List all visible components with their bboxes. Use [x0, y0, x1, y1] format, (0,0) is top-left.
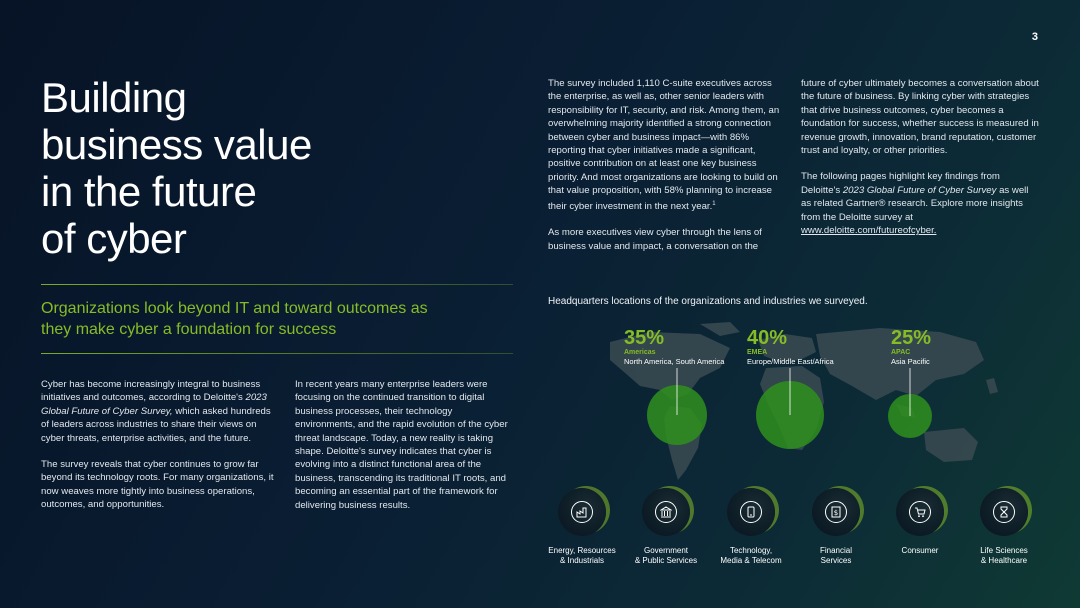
- cart-icon: [909, 501, 931, 523]
- industry-consumer: Consumer: [875, 488, 965, 556]
- map-heading: Headquarters locations of the organizati…: [548, 296, 868, 307]
- body-column-right-2: future of cyber ultimately becomes a con…: [801, 77, 1041, 250]
- government-icon: [655, 501, 677, 523]
- industry-label: & Public Services: [634, 556, 698, 565]
- region-desc: Europe/Middle East/Africa: [747, 357, 834, 366]
- industry-government: Government & Public Services: [621, 488, 711, 566]
- paragraph: The survey reveals that cyber continues …: [41, 459, 274, 511]
- industry-label: & Healthcare: [980, 556, 1028, 565]
- page-number: 3: [1031, 31, 1038, 43]
- industry-financial: $ Financial Services: [791, 488, 881, 566]
- paragraph: Cyber has become increasingly integral t…: [41, 379, 271, 444]
- region-apac: 25% APAC Asia Pacific: [891, 328, 931, 367]
- financial-icon: $: [825, 501, 847, 523]
- svg-text:$: $: [834, 509, 838, 517]
- region-percent: 25%: [891, 327, 932, 349]
- body-column-middle: In recent years many enterprise leaders …: [295, 378, 509, 525]
- industry-label: Financial: [819, 546, 852, 555]
- region-emea: 40% EMEA Europe/Middle East/Africa: [747, 328, 834, 367]
- region-desc: Asia Pacific: [891, 357, 930, 366]
- region-name: APAC: [891, 349, 911, 356]
- paragraph: The following pages highlight key findin…: [801, 171, 1029, 237]
- region-percent: 35%: [624, 327, 665, 349]
- industry-label: Technology,: [729, 546, 773, 555]
- world-map: 35% Americas North America, South Americ…: [580, 320, 1040, 495]
- region-percent: 40%: [747, 327, 788, 349]
- paragraph: As more executives view cyber through th…: [548, 227, 762, 252]
- industry-technology: Technology, Media & Telecom: [706, 488, 796, 566]
- title-line: Building: [41, 74, 187, 121]
- industry-label: Government: [643, 546, 689, 555]
- industry-label: & Industrials: [559, 556, 605, 565]
- page-title: Building business value in the future of…: [41, 74, 312, 262]
- paragraph: In recent years many enterprise leaders …: [295, 379, 508, 511]
- region-name: EMEA: [747, 349, 768, 356]
- industry-label: Consumer: [901, 546, 939, 555]
- technology-icon: [740, 501, 762, 523]
- industry-label: Life Sciences: [980, 546, 1028, 555]
- industry-icon: [571, 501, 593, 523]
- divider-bottom: [41, 353, 513, 354]
- survey-link[interactable]: www.deloitte.com/futureofcyber.: [801, 225, 937, 237]
- body-column-right-1: The survey included 1,110 C-suite execut…: [548, 77, 786, 266]
- industry-label: Energy, Resources: [548, 546, 616, 555]
- title-line: business value: [41, 121, 312, 168]
- body-column-left: Cyber has become increasingly integral t…: [41, 378, 277, 525]
- industry-label: Services: [820, 556, 852, 565]
- region-desc: North America, South America: [624, 357, 725, 366]
- divider-top: [41, 284, 513, 285]
- world-map-graphic: [610, 322, 998, 480]
- industry-life-sciences: Life Sciences & Healthcare: [959, 488, 1049, 566]
- industry-label: Media & Telecom: [720, 556, 782, 565]
- title-line: in the future: [41, 168, 257, 215]
- subtitle: Organizations look beyond IT and toward …: [41, 300, 428, 338]
- region-americas: 35% Americas North America, South Americ…: [624, 328, 724, 367]
- industry-energy: Energy, Resources & Industrials: [537, 488, 627, 566]
- paragraph: future of cyber ultimately becomes a con…: [801, 78, 1039, 157]
- paragraph: The survey included 1,110 C-suite execut…: [548, 78, 780, 212]
- region-name: Americas: [624, 349, 656, 356]
- hourglass-icon: [993, 501, 1015, 523]
- title-line: of cyber: [41, 215, 187, 262]
